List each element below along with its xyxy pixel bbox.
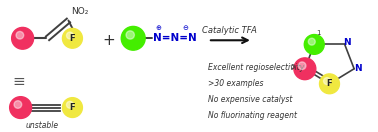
Circle shape bbox=[324, 78, 330, 84]
Circle shape bbox=[304, 35, 324, 54]
Circle shape bbox=[298, 62, 306, 70]
Text: No expensive catalyst: No expensive catalyst bbox=[208, 95, 292, 104]
Text: Catalytic TFA: Catalytic TFA bbox=[202, 26, 257, 35]
Text: >30 examples: >30 examples bbox=[208, 79, 263, 88]
Circle shape bbox=[14, 101, 22, 108]
Text: unstable: unstable bbox=[26, 121, 59, 130]
Circle shape bbox=[121, 26, 145, 50]
Circle shape bbox=[10, 97, 32, 118]
Circle shape bbox=[319, 74, 339, 94]
Circle shape bbox=[67, 32, 73, 39]
Text: ≡: ≡ bbox=[12, 74, 25, 89]
Text: F: F bbox=[70, 34, 75, 43]
Circle shape bbox=[62, 28, 82, 48]
Text: No fluorinating reagent: No fluorinating reagent bbox=[208, 111, 297, 120]
Text: ⊖: ⊖ bbox=[182, 25, 188, 31]
Text: 1: 1 bbox=[316, 30, 321, 36]
Text: F: F bbox=[70, 103, 75, 112]
Text: NO₂: NO₂ bbox=[71, 7, 89, 16]
Text: 5: 5 bbox=[291, 64, 295, 70]
Text: N: N bbox=[343, 38, 350, 47]
Circle shape bbox=[67, 101, 73, 108]
Text: Excellent regioselectivity: Excellent regioselectivity bbox=[208, 63, 304, 72]
Circle shape bbox=[62, 98, 82, 117]
Circle shape bbox=[308, 38, 315, 45]
Circle shape bbox=[294, 58, 316, 80]
Circle shape bbox=[12, 27, 34, 49]
Circle shape bbox=[126, 31, 135, 39]
Text: ⊕: ⊕ bbox=[155, 25, 161, 31]
Text: F: F bbox=[327, 79, 332, 88]
Circle shape bbox=[16, 31, 24, 39]
Text: N: N bbox=[354, 64, 362, 73]
Text: N=N=N: N=N=N bbox=[153, 33, 197, 43]
Text: +: + bbox=[102, 33, 115, 48]
